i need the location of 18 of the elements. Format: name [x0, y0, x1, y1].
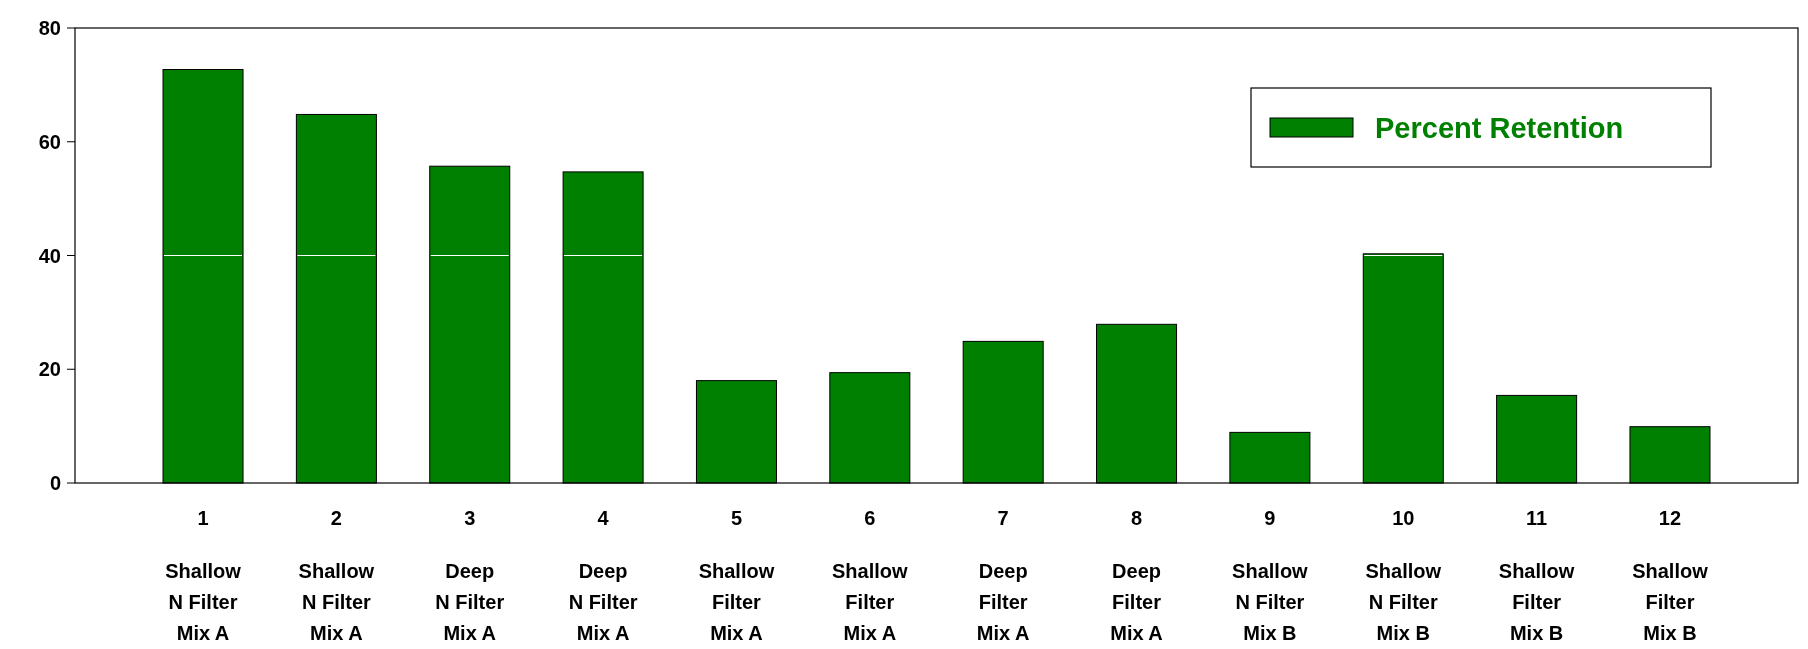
category-label: 7 Deep Filter Mix A [976, 507, 1030, 644]
y-tick-label: 40 [38, 244, 61, 267]
category-label: 8 Deep Filter Mix A [1110, 507, 1163, 644]
category-label: 1 Shallow N Filter Mix A [165, 507, 241, 644]
legend-label: Percent Retention [1375, 112, 1624, 145]
y-tick-label: 80 [38, 17, 61, 39]
category-label: 5 Shallow Filter Mix A [698, 507, 775, 644]
category-label: 9 Shallow N Filter Mix B [1232, 507, 1308, 644]
y-tick-label: 60 [38, 130, 61, 153]
category-label: 2 Shallow N Filter Mix A [298, 507, 375, 644]
y-tick-label: 0 [49, 472, 61, 494]
category-label: 4 Deep N Filter Mix A [568, 507, 638, 644]
category-label: 3 Deep N Filter Mix A [435, 507, 505, 644]
y-tick-label: 20 [38, 358, 61, 381]
category-label: 11 Shallow Filter Mix B [1498, 507, 1575, 644]
category-label: 6 Shallow Filter Mix A [832, 507, 908, 644]
category-label: 10 Shallow N Filter Mix B [1365, 507, 1442, 644]
category-label: 12 Shallow Filter Mix B [1632, 507, 1708, 644]
